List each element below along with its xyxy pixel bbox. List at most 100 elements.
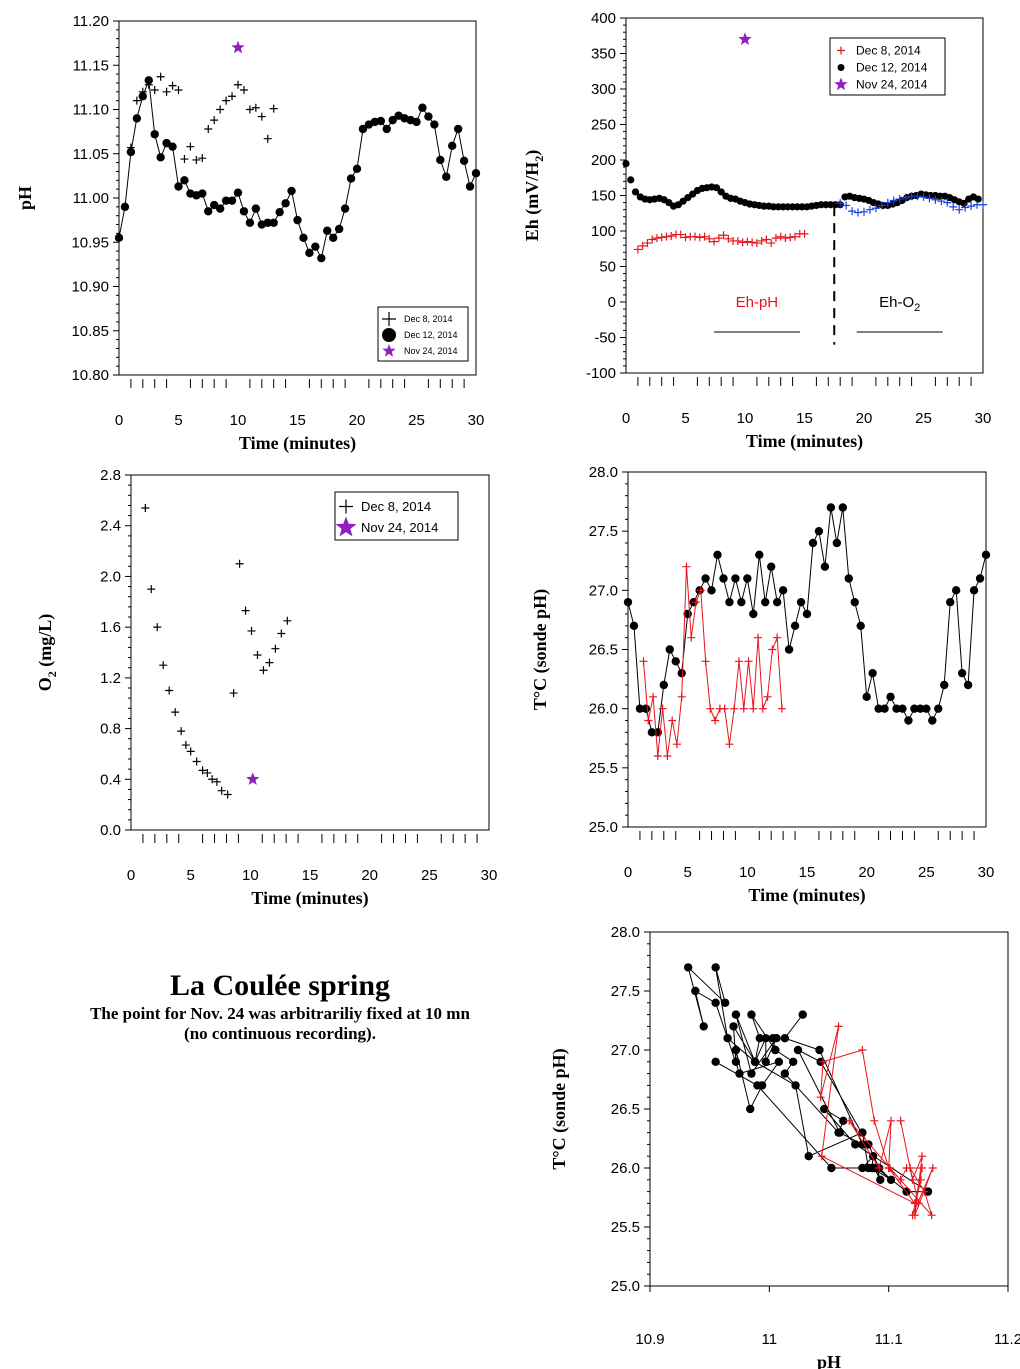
data-point [858,1140,867,1149]
data-point [153,623,162,632]
data-point [867,1163,877,1173]
data-point [641,704,651,713]
data-point [730,704,739,713]
data-point [150,86,159,95]
data-point [376,116,385,126]
x-tick-label: 11 [762,1331,778,1348]
data-point [951,586,961,595]
data-point [763,692,772,701]
data-point [898,704,907,713]
y-axis-title: T°C (sonde pH) [549,1048,570,1169]
data-point [918,1164,927,1172]
data-point [647,728,657,737]
data-point [862,692,871,702]
legend-marker [837,46,845,55]
data-point [739,704,748,713]
y-tick-label: 2.0 [100,568,121,585]
data-point [649,692,658,701]
data-point [771,1045,780,1055]
data-point [752,239,761,248]
data-point [981,550,991,560]
data-point [934,704,943,713]
legend-box [334,491,459,541]
data-point [754,633,763,642]
caption-line-1: The point for Nov. 24 was arbitrariliy f… [90,1004,470,1023]
data-point [144,76,153,85]
series-dec-12-eh-o2 [836,192,987,217]
x-tick-label: 5 [174,412,182,429]
data-point [854,208,863,217]
data-point [216,105,225,114]
data-point [465,182,475,191]
legend: Dec 8, 2014 Dec 12, 2014 Nov 24, 2014 [377,306,469,362]
series-dec-8-2014 [633,229,809,254]
data-point [165,686,174,695]
data-point [263,134,272,143]
data-point [681,233,690,242]
data-point [171,708,180,717]
data-point [889,196,898,205]
y-tick-label: 10.90 [71,279,109,296]
data-point [271,644,280,653]
data-point [126,147,136,157]
data-point [227,196,237,205]
chart-o2: 0.0 0.4 0.8 1.2 1.6 2.0 2.4 2.8 0 5 10 15 20 25 30 Time… [35,467,497,909]
data-point [281,199,290,208]
data-point [802,609,812,619]
data-point [657,233,666,242]
data-point [875,1164,884,1172]
data-point [635,704,645,713]
data-point [701,657,710,666]
y-tick-label: 27.0 [611,1042,640,1059]
data-point [156,72,165,81]
y-tick-label: 27.5 [589,523,618,540]
data-point [687,633,696,642]
data-point [682,562,691,571]
data-point [820,562,830,571]
data-point [772,1034,781,1043]
data-point [677,692,686,701]
data-point [138,92,147,101]
data-point [851,1140,860,1149]
data-point [181,741,190,750]
data-point [677,668,686,678]
x-tick-label: 15 [302,867,319,884]
data-point [705,234,714,243]
data-point [860,207,868,216]
data-point [223,790,232,799]
data-point [963,680,973,690]
data-point [969,586,979,595]
data-point [748,238,757,247]
y-tick-label: -100 [586,365,616,382]
y-tick-label: 28.0 [589,464,618,481]
y-tick-label: 100 [591,223,616,240]
data-point [858,1046,867,1054]
data-point [758,704,767,713]
legend-marker [382,344,396,357]
legend-box [829,37,946,96]
x-axis-title: Time (minutes) [251,888,368,909]
data-point [946,597,955,607]
data-point [198,154,207,163]
data-point [908,1175,917,1184]
data-point [623,597,633,607]
data-point [835,1128,844,1137]
data-point [960,199,968,207]
data-point [168,142,177,151]
y-tick-label: 26.5 [589,642,618,659]
y-tick-label: 0.4 [100,771,121,788]
data-point [633,245,642,254]
data-point [471,169,481,178]
data-point [631,188,640,196]
data-point [761,597,770,607]
annotation-label: Eh-pH [736,294,779,311]
data-point [886,692,895,702]
y-tick-label: 300 [591,81,616,98]
data-point [731,1057,741,1067]
data-point [265,658,274,667]
data-point [757,1081,767,1090]
x-tick-label: 25 [915,410,932,427]
legend-marker [834,77,848,91]
data-point [658,704,667,713]
